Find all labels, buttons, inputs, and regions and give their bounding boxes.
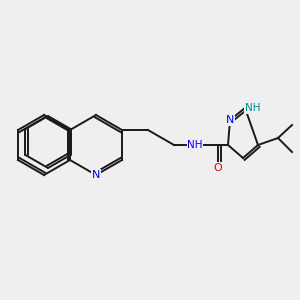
Text: N: N bbox=[92, 170, 100, 180]
Text: NH: NH bbox=[245, 103, 260, 113]
Text: NH: NH bbox=[187, 140, 203, 150]
Text: N: N bbox=[226, 115, 234, 125]
Text: O: O bbox=[214, 163, 222, 173]
